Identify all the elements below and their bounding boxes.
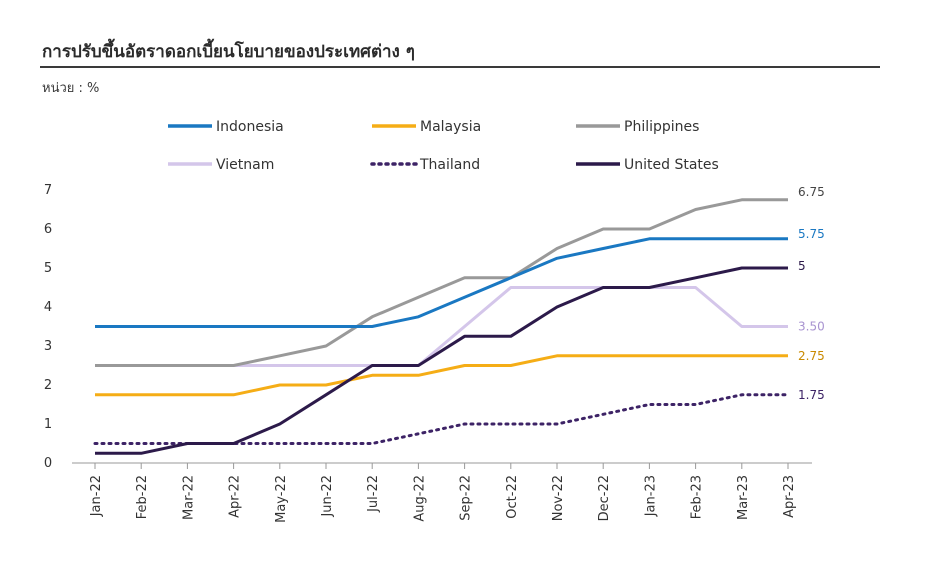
- x-tick-label-nov-22: Nov-22: [551, 475, 566, 521]
- chart-title: การปรับขึ้นอัตราดอกเบี้ยนโยบายของประเทศต…: [42, 42, 415, 62]
- legend-label-thailand: Thailand: [419, 157, 480, 173]
- end-labels: 5.75 2.75 6.75 3.50 1.75 5: [798, 185, 825, 402]
- y-tick-label-7: 7: [44, 183, 52, 198]
- x-tick-label-aug-22: Aug-22: [412, 475, 427, 522]
- x-tick-label-feb-23: Feb-23: [690, 475, 705, 519]
- x-tick-label-sep-22: Sep-22: [459, 475, 474, 521]
- legend-label-united-states: United States: [624, 157, 719, 173]
- x-tick-label-jan-23: Jan-23: [643, 475, 658, 517]
- x-tick-label-jun-22: Jun-22: [320, 475, 335, 518]
- series-line-indonesia: [95, 237, 788, 328]
- y-tick-label-2: 2: [44, 378, 52, 393]
- x-tick-label-apr-22: Apr-22: [228, 475, 243, 518]
- series-line-philippines: [95, 198, 788, 367]
- series-line-united-states: [95, 266, 788, 455]
- y-tick-label-1: 1: [44, 417, 52, 432]
- x-tick-label-dec-22: Dec-22: [597, 475, 612, 521]
- x-tick-label-may-22: May-22: [274, 475, 289, 523]
- end-label-indonesia: 5.75: [798, 227, 825, 241]
- legend-label-malaysia: Malaysia: [420, 119, 481, 135]
- title-divider: [40, 66, 880, 68]
- legend: Indonesia Malaysia Philippines Vietnam Thail…: [168, 119, 719, 173]
- x-tick-label-apr-23: Apr-23: [782, 475, 797, 518]
- y-tick-label-3: 3: [44, 339, 52, 354]
- legend-label-indonesia: Indonesia: [216, 119, 284, 135]
- end-label-malaysia: 2.75: [798, 349, 825, 363]
- end-label-vietnam: 3.50: [798, 320, 825, 334]
- series-line-thailand: [93, 393, 790, 445]
- unit-label: หน่วย : %: [42, 81, 100, 96]
- y-tick-label-6: 6: [44, 222, 52, 237]
- end-label-thailand: 1.75: [798, 388, 825, 402]
- legend-label-vietnam: Vietnam: [216, 157, 274, 173]
- series-line-malaysia: [95, 354, 788, 397]
- end-label-united-states: 5: [798, 259, 806, 273]
- end-label-philippines: 6.75: [798, 185, 825, 199]
- plot-area: [93, 198, 790, 455]
- x-tick-label-jan-22: Jan-22: [89, 475, 104, 517]
- y-tick-label-5: 5: [44, 261, 52, 276]
- y-tick-label-0: 0: [44, 456, 52, 471]
- x-tick-label-mar-23: Mar-23: [736, 475, 751, 520]
- x-tick-label-jul-22: Jul-22: [366, 475, 381, 513]
- y-tick-label-4: 4: [44, 300, 52, 315]
- x-tick-label-oct-22: Oct-22: [505, 475, 520, 519]
- y-axis: 0 1 2 3 4 5 6 7: [44, 183, 52, 471]
- x-tick-label-mar-22: Mar-22: [181, 475, 196, 520]
- x-tick-label-feb-22: Feb-22: [135, 475, 150, 519]
- legend-label-philippines: Philippines: [624, 119, 699, 135]
- x-axis: Jan-22 Feb-22 Mar-22 Apr-22 May-22 Jun-22 Jul-…: [72, 462, 812, 523]
